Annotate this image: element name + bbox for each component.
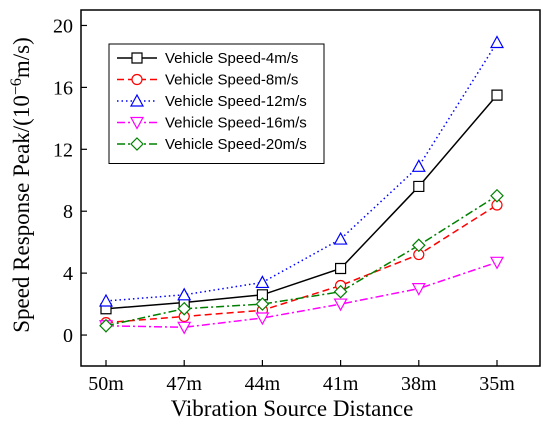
data-point bbox=[177, 287, 192, 301]
y-axis-title-prefix: Speed Response Peak/(10 bbox=[9, 95, 34, 333]
x-tick-label: 47m bbox=[166, 373, 202, 395]
y-axis-title: Speed Response Peak/(10−6m/s) bbox=[8, 37, 35, 333]
legend: Vehicle Speed-4m/s Vehicle Speed-8m/s Vehi… bbox=[108, 43, 325, 164]
legend-marker bbox=[129, 116, 145, 130]
series-triangle-up bbox=[98, 35, 505, 307]
series-line bbox=[105, 204, 498, 324]
series-line bbox=[105, 42, 498, 302]
series-lines bbox=[98, 35, 505, 335]
data-point bbox=[411, 159, 426, 172]
y-tick-label: 12 bbox=[53, 139, 73, 161]
data-point bbox=[333, 298, 348, 312]
series-circle bbox=[100, 199, 503, 329]
y-axis: 0 4 8 12 16 20 bbox=[53, 15, 87, 347]
series-triangle-down bbox=[98, 256, 505, 335]
data-point bbox=[333, 231, 348, 245]
data-point bbox=[177, 321, 192, 335]
data-point bbox=[489, 35, 505, 49]
data-point bbox=[411, 238, 426, 253]
legend-label: Vehicle Speed-16m/s bbox=[165, 115, 307, 132]
legend-marker bbox=[130, 137, 144, 151]
data-point bbox=[256, 289, 268, 301]
plot-area bbox=[80, 9, 541, 367]
x-tick-label: 50m bbox=[88, 373, 124, 395]
legend-item: Vehicle Speed-16m/s bbox=[117, 115, 307, 132]
data-point bbox=[411, 283, 426, 296]
legend-label: Vehicle Speed-12m/s bbox=[165, 93, 307, 110]
data-point bbox=[491, 89, 503, 101]
y-axis-title-suffix: m/s) bbox=[9, 37, 34, 78]
plot-frame bbox=[80, 9, 541, 367]
y-axis-title-superscript: −6 bbox=[8, 78, 25, 95]
x-tick-label: 35m bbox=[479, 373, 515, 395]
x-tick-label: 44m bbox=[245, 373, 281, 395]
legend-item: Vehicle Speed-4m/s bbox=[117, 50, 298, 67]
legend-label: Vehicle Speed-20m/s bbox=[165, 136, 307, 153]
legend-label: Vehicle Speed-4m/s bbox=[165, 50, 298, 67]
data-point bbox=[413, 180, 425, 193]
legend-item: Vehicle Speed-12m/s bbox=[117, 93, 307, 110]
legend-marker bbox=[131, 52, 143, 64]
x-tick-label: 38m bbox=[401, 373, 437, 395]
data-point bbox=[99, 318, 113, 333]
data-point bbox=[255, 275, 270, 289]
legend-item: Vehicle Speed-20m/s bbox=[117, 136, 307, 153]
data-point bbox=[177, 301, 192, 316]
y-tick-label: 0 bbox=[63, 325, 73, 347]
data-point bbox=[335, 262, 347, 275]
legend-item: Vehicle Speed-8m/s bbox=[117, 72, 298, 89]
x-axis: 50m 47m 44m 41m 38m 35m bbox=[88, 360, 515, 395]
data-point bbox=[98, 293, 114, 307]
y-tick-label: 16 bbox=[53, 77, 73, 99]
series-line bbox=[105, 261, 498, 329]
y-tick-label: 8 bbox=[63, 201, 73, 223]
data-point bbox=[255, 312, 270, 326]
legend-marker bbox=[129, 93, 145, 107]
y-tick-label: 20 bbox=[53, 15, 73, 37]
data-point bbox=[489, 256, 505, 270]
x-tick-label: 41m bbox=[323, 373, 359, 395]
series-line bbox=[105, 195, 498, 327]
legend-label: Vehicle Speed-8m/s bbox=[165, 72, 298, 89]
data-point bbox=[333, 284, 348, 299]
data-point bbox=[490, 188, 504, 203]
y-tick-label: 4 bbox=[63, 263, 73, 285]
legend-marker bbox=[131, 73, 143, 86]
data-point bbox=[255, 297, 270, 311]
series-line bbox=[105, 94, 498, 310]
x-axis-title: Vibration Source Distance bbox=[171, 396, 414, 421]
series-diamond bbox=[99, 188, 504, 333]
